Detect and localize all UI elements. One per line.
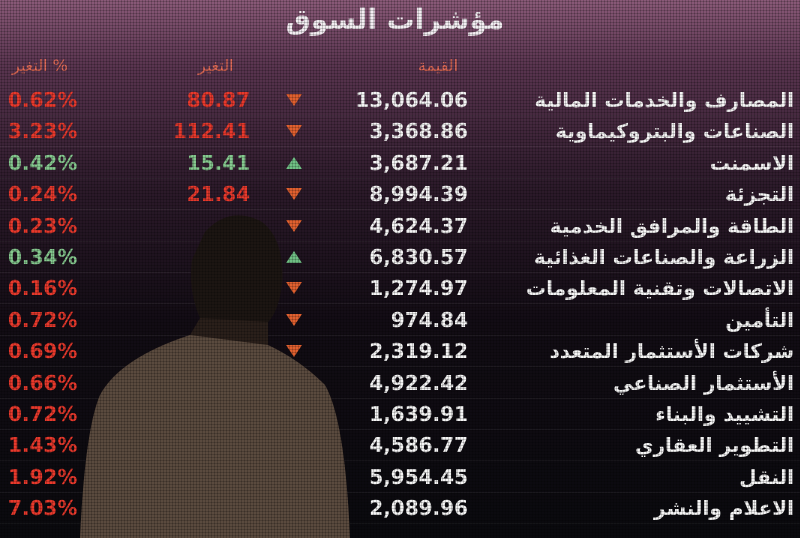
index-value: 974.84 [390,307,468,332]
index-value: 4,922.42 [369,370,468,395]
change-percent: 1.43% [8,433,78,458]
index-value: 4,586.77 [369,433,468,458]
sector-name: الاتصالات وتقنية المعلومات [526,276,794,301]
change-value: 80.87 [186,88,250,112]
change-percent: 0.62% [8,88,78,112]
sector-name: الصناعات والبتروكيماوية [555,119,794,144]
value-header: القيمة [418,56,459,75]
change-percent: 0.72% [8,402,78,426]
index-value: 2,319.12 [369,339,468,364]
index-value: 1,639.91 [369,402,468,426]
direction-arrow [286,94,302,106]
sector-name: التطوير العقاري [635,433,794,458]
sector-name: التجزئة [724,182,794,207]
change-percent: 0.66% [8,370,78,395]
change-value: 15.41 [186,150,250,175]
direction-arrow [286,313,302,326]
sector-name: الزراعة والصناعات الغذائية [533,245,794,269]
index-value: 13,064.06 [355,88,468,112]
row-separator [0,460,800,462]
index-value: 3,368.86 [369,119,468,144]
row-separator [0,429,800,430]
sector-name: شركات الأستثمار المتعدد [549,339,795,364]
change-percent: 0.24% [8,182,78,207]
change-value: 21.84 [186,182,250,207]
direction-arrow [286,156,302,169]
row-separator [0,209,800,211]
row-separator [0,146,800,148]
index-value: 2,089.96 [369,496,468,521]
sector-name: التأمين [725,307,794,332]
change-percent: 7.03% [8,496,78,521]
row-separator [0,397,800,399]
sector-name: التشييد والبناء [655,402,794,426]
board-title: مؤشرات السوق [285,3,505,36]
index-value: 8,994.39 [369,182,468,207]
row-separator [0,523,800,525]
row-separator [0,366,800,368]
pct-header: التغير % [12,56,68,75]
sector-name: الاعلام والنشر [654,496,794,521]
sector-name: الأستثمار الصناعي [613,370,794,395]
row-separator [0,115,800,116]
change-percent: 0.23% [8,213,78,238]
change-percent: 1.92% [8,464,78,489]
index-value: 3,687.21 [369,150,468,175]
row-separator [0,303,800,305]
direction-arrow [286,188,302,201]
direction-arrow [286,282,302,295]
change-value: 112.41 [172,119,250,144]
sector-name: الاسمنت [709,150,794,175]
change-percent: 3.23% [8,119,78,144]
direction-arrow [286,251,302,263]
change-percent: 0.72% [8,307,78,332]
change-header: التغير [198,56,234,75]
change-percent: 0.34% [8,245,78,269]
sector-name: الطاقة والمرافق الخدمية [549,213,794,238]
row-separator [0,491,800,493]
row-separator [0,334,800,336]
index-value: 6,830.57 [369,245,468,269]
direction-arrow [286,345,302,358]
row-separator [0,177,800,179]
row-separator [0,240,800,242]
change-percent: 0.42% [8,150,78,175]
direction-arrow [286,219,302,232]
row-separator [0,272,800,273]
sector-name: المصارف والخدمات المالية [534,88,794,112]
index-value: 1,274.97 [369,276,468,301]
sector-name: النقل [739,464,794,489]
change-percent: 0.69% [8,339,78,364]
change-percent: 0.16% [8,276,78,301]
index-value: 4,624.37 [369,213,468,238]
index-value: 5,954.45 [369,464,468,489]
direction-arrow [286,125,302,138]
